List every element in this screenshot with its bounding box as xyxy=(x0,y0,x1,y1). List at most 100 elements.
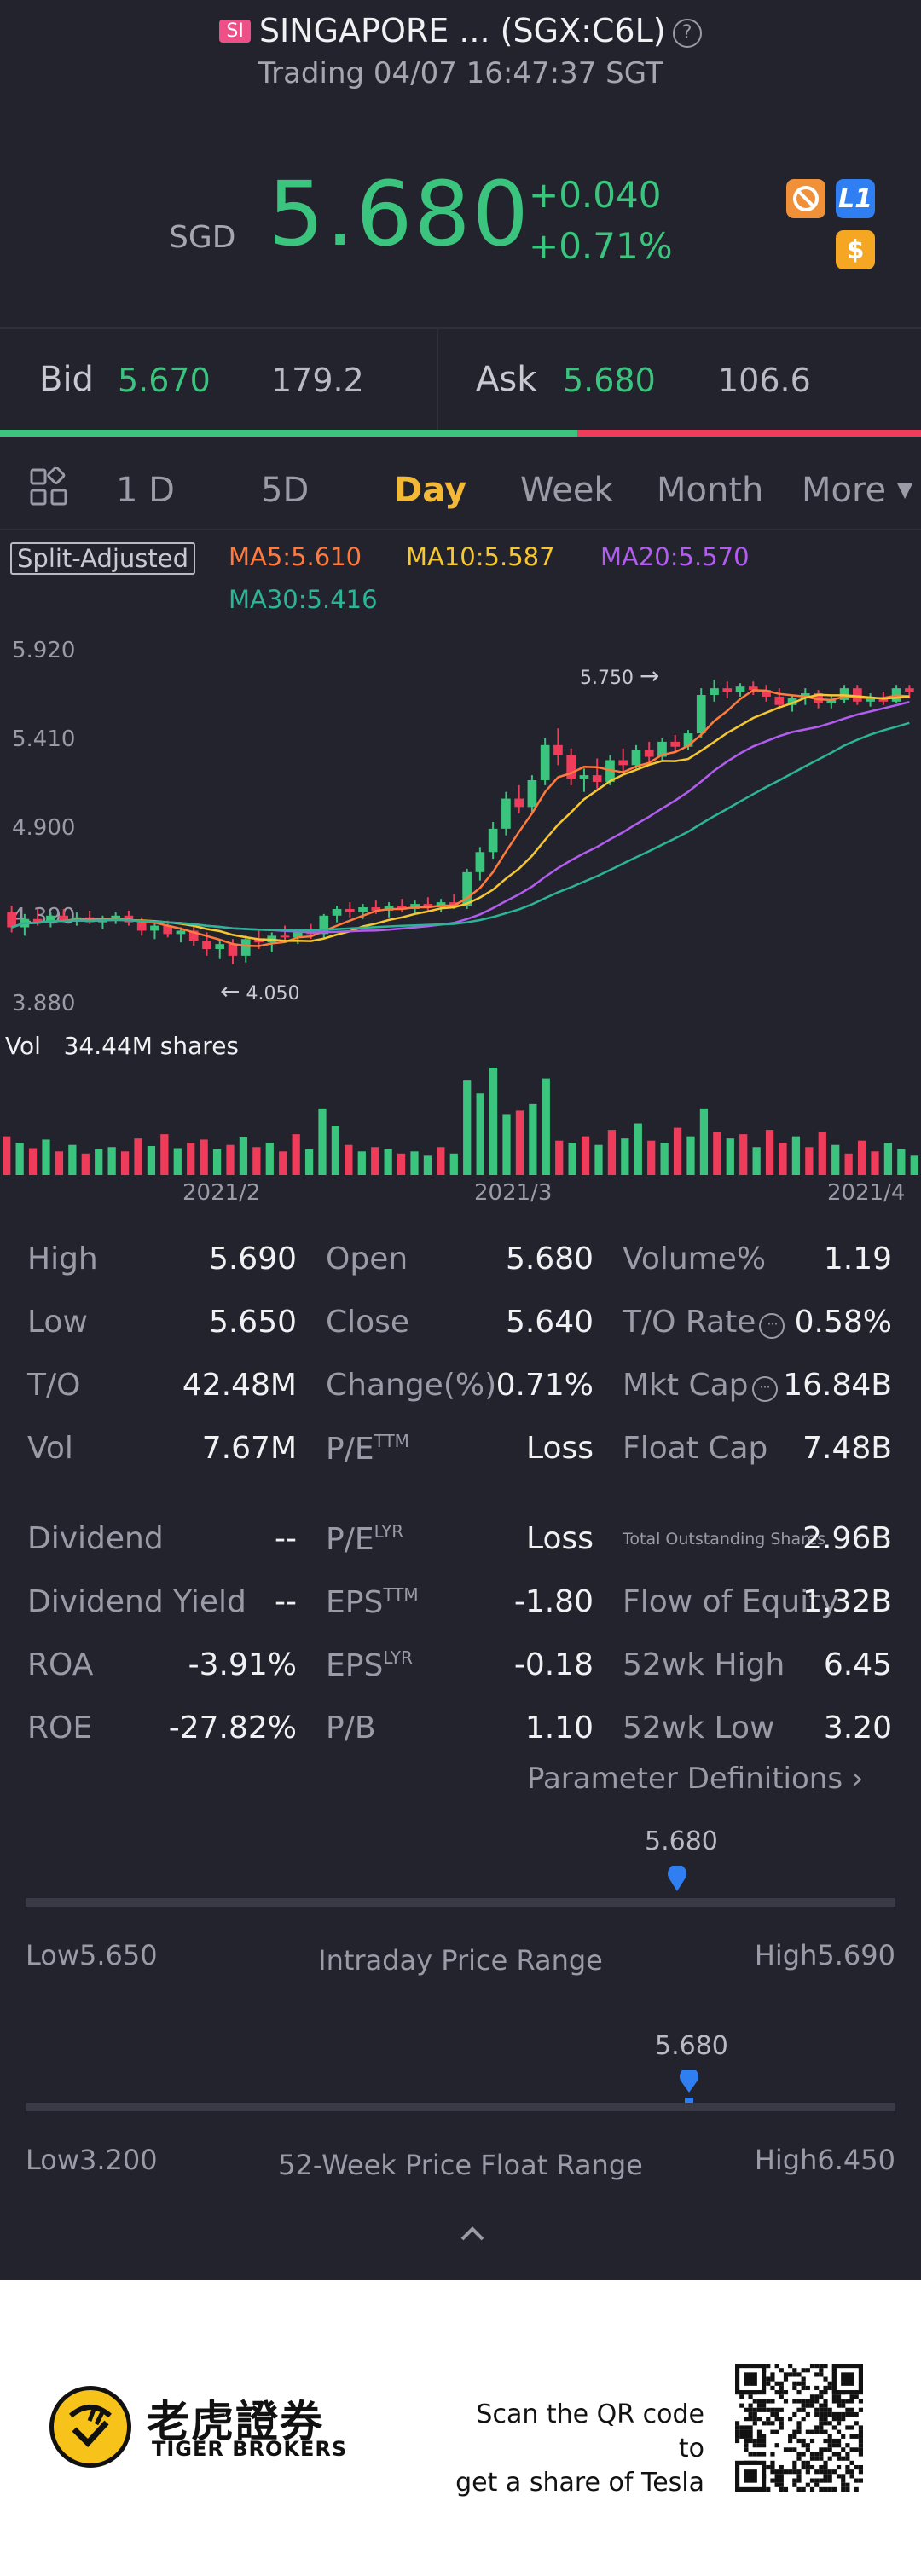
last-price: 5.680 xyxy=(268,162,530,266)
stat-label: EPSLYR xyxy=(326,1647,413,1683)
candle xyxy=(670,741,681,747)
volume-chart[interactable] xyxy=(0,1066,921,1177)
week52-range-track xyxy=(26,2103,895,2111)
volume-bar xyxy=(791,1136,801,1175)
tab-5d[interactable]: 5D xyxy=(261,471,310,510)
stat-label: P/ETTM xyxy=(326,1431,409,1467)
candle xyxy=(618,760,628,766)
brand-name-en: TIGER BROKERS xyxy=(152,2437,348,2461)
stat-label: Close xyxy=(326,1305,410,1340)
stat-label: High xyxy=(27,1242,98,1276)
volume-bar xyxy=(147,1145,156,1175)
question-circle-icon[interactable]: ? xyxy=(672,19,702,48)
bid-ratio-bar xyxy=(0,430,577,437)
candle xyxy=(188,930,199,941)
tab-day[interactable]: Day xyxy=(394,471,467,510)
no-entry-icon[interactable] xyxy=(786,179,825,218)
candle xyxy=(644,750,654,757)
candle xyxy=(748,686,758,691)
week52-price-marker xyxy=(679,2067,699,2110)
more-info-icon[interactable]: ··· xyxy=(759,1313,785,1339)
tab-more[interactable]: More ▼ xyxy=(802,471,913,510)
bid-ask-panel: Bid 5.670 179.2 Ask 5.680 106.6 xyxy=(0,329,921,430)
volume-bar xyxy=(423,1155,432,1175)
min-price-annotation: ← 4.050 xyxy=(220,977,300,1005)
stat-label: T/O Rate ··· xyxy=(623,1305,785,1340)
volume-bar xyxy=(752,1147,761,1175)
candle xyxy=(475,852,485,872)
qr-code-icon[interactable] xyxy=(735,2364,863,2492)
volume-bar xyxy=(910,1155,918,1175)
bid-ask-separator xyxy=(437,329,438,430)
bid-price: 5.670 xyxy=(118,362,211,399)
candle xyxy=(46,915,55,923)
intraday-current-value: 5.680 xyxy=(645,1826,718,1856)
stat-value: 1.32B xyxy=(802,1584,892,1619)
tab-month[interactable]: Month xyxy=(657,471,764,510)
candle xyxy=(111,915,121,919)
tab-week[interactable]: Week xyxy=(520,471,614,510)
volume-bar xyxy=(883,1143,893,1175)
price-change-percent: +0.71% xyxy=(529,225,673,267)
stat-value: 5.690 xyxy=(208,1242,297,1276)
ma10-value: MA10:5.587 xyxy=(406,542,555,571)
ma20-line xyxy=(11,700,910,934)
volume-bar xyxy=(252,1147,261,1175)
candle xyxy=(710,688,719,695)
candle xyxy=(501,798,511,829)
scan-line-2: get a share of Tesla xyxy=(455,2468,704,2498)
candle xyxy=(683,733,693,747)
volume-bar xyxy=(660,1143,669,1175)
volume-bar xyxy=(581,1136,590,1175)
chevron-right-icon: › xyxy=(851,1762,864,1796)
more-info-icon[interactable]: ··· xyxy=(751,1376,778,1402)
stat-label: Dividend xyxy=(27,1521,164,1556)
volume-bar xyxy=(463,1080,472,1175)
max-price-annotation: 5.750 → xyxy=(580,662,660,690)
volume-bar xyxy=(739,1134,748,1175)
candle xyxy=(462,871,472,906)
volume-bar xyxy=(686,1136,695,1175)
volume-bar xyxy=(897,1149,906,1175)
arrow-left-icon: ← xyxy=(220,977,240,1005)
volume-bar xyxy=(55,1151,64,1175)
chevron-up-icon[interactable] xyxy=(457,2222,488,2243)
volume-bar xyxy=(292,1134,300,1175)
volume-bar xyxy=(226,1144,235,1175)
volume-bar xyxy=(844,1153,853,1175)
split-adjusted-toggle[interactable]: Split-Adjusted xyxy=(10,542,196,575)
candle xyxy=(59,915,68,921)
volume-bar xyxy=(318,1108,327,1175)
y-tick: 5.920 xyxy=(12,638,76,663)
ma20-value: MA20:5.570 xyxy=(600,542,750,571)
currency-label: SGD xyxy=(169,220,236,255)
y-tick: 4.900 xyxy=(12,815,76,841)
stat-value: Loss xyxy=(526,1431,594,1466)
candle xyxy=(514,798,524,808)
price-change: +0.040 xyxy=(529,174,662,216)
volume-bar xyxy=(673,1127,682,1175)
stat-value: Loss xyxy=(526,1521,594,1556)
volume-bar xyxy=(95,1149,103,1175)
volume-bar xyxy=(818,1132,826,1175)
ma10-line xyxy=(11,693,910,942)
stock-name: SINGAPORE ... (SGX:C6L) xyxy=(258,12,666,49)
y-tick: 3.880 xyxy=(12,991,76,1016)
grid-layout-icon[interactable] xyxy=(29,466,68,507)
level1-icon[interactable]: L1 xyxy=(836,179,875,218)
dollar-icon[interactable]: $ xyxy=(836,230,875,269)
stat-value: -1.80 xyxy=(513,1584,594,1619)
volume-bar xyxy=(371,1147,379,1175)
tab-1d[interactable]: 1 D xyxy=(116,471,175,510)
candle xyxy=(371,907,381,911)
candlestick-chart[interactable] xyxy=(0,631,921,1006)
brand-name-cn: 老虎證券 xyxy=(147,2397,324,2446)
candle xyxy=(696,694,706,734)
candle xyxy=(826,699,837,703)
ask-price: 5.680 xyxy=(563,362,656,399)
stat-label: P/ELYR xyxy=(326,1521,404,1557)
stat-value: 42.48M xyxy=(182,1368,297,1403)
candle xyxy=(592,775,602,782)
volume-bar xyxy=(28,1148,38,1175)
parameter-definitions-link[interactable]: Parameter Definitions › xyxy=(527,1762,864,1796)
